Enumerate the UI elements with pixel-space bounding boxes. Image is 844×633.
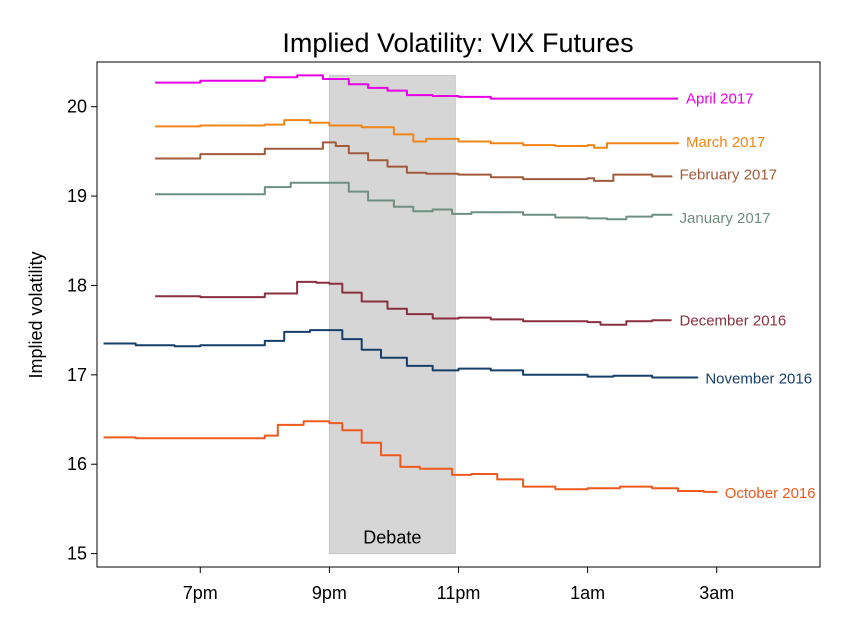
series-label-january-2017: January 2017 (680, 210, 771, 227)
y-tick-label: 17 (67, 365, 87, 385)
series-label-february-2017: February 2017 (680, 166, 778, 183)
series-line-january-2017 (155, 181, 673, 221)
series-labels: April 2017 March 2017 February 2017 January… (680, 91, 816, 502)
series-line-october-2016 (103, 420, 718, 493)
series-label-march-2017: March 2017 (686, 134, 765, 151)
series-lines (103, 74, 718, 493)
x-axis: 7pm 9pm 11pm 1am 3am (183, 567, 734, 603)
series-label-april-2017: April 2017 (686, 91, 754, 108)
series-label-november-2016: November 2016 (705, 370, 812, 387)
x-tick-label: 3am (699, 583, 734, 603)
y-tick-label: 20 (67, 97, 87, 117)
plot-region: Debate April 2017 March 2017 February 2017… (96, 61, 821, 568)
series-label-december-2016: December 2016 (680, 312, 787, 329)
debate-label: Debate (363, 528, 421, 548)
y-axis: 15 16 17 18 19 20 (67, 97, 97, 564)
series-line-february-2017 (155, 141, 673, 182)
series-line-march-2017 (155, 119, 679, 149)
series-label-october-2016: October 2016 (725, 485, 816, 502)
y-tick-label: 15 (67, 544, 87, 564)
chart-title: Implied Volatility: VIX Futures (282, 28, 633, 58)
series-line-april-2017 (155, 74, 678, 100)
series-line-december-2016 (155, 280, 672, 326)
x-tick-label: 9pm (312, 583, 347, 603)
x-tick-label: 11pm (437, 583, 481, 603)
y-tick-label: 16 (67, 454, 87, 474)
y-tick-label: 18 (67, 275, 87, 295)
debate-shaded-region (328, 74, 456, 555)
y-tick-label: 19 (67, 186, 87, 206)
y-axis-label: Implied volatility (26, 251, 46, 378)
x-tick-label: 1am (570, 583, 605, 603)
x-tick-label: 7pm (183, 583, 218, 603)
series-line-november-2016 (103, 329, 699, 379)
